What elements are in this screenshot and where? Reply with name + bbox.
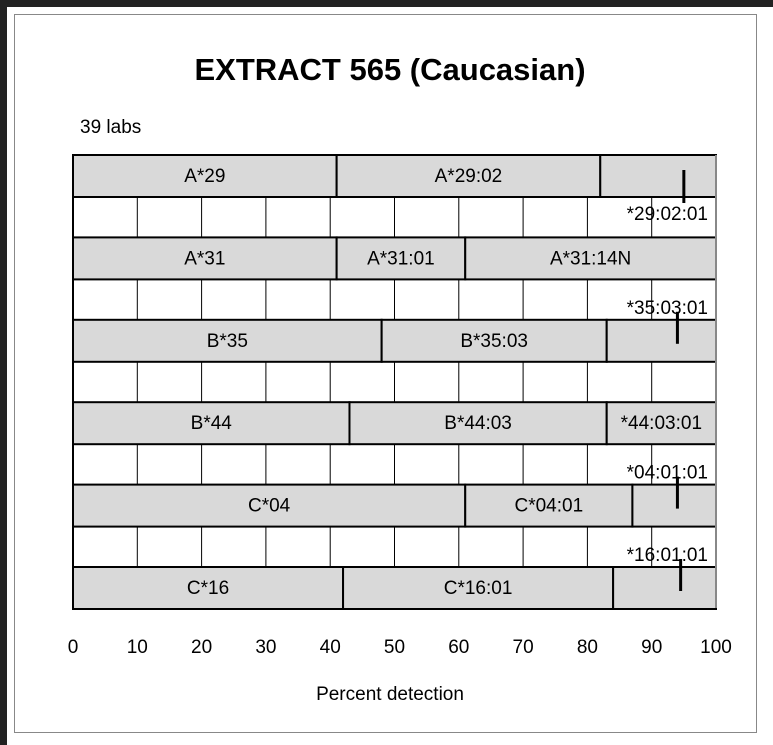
x-tick-label: 60 — [448, 637, 469, 658]
segment-label: *44:03:01 — [621, 413, 702, 434]
panel-border — [14, 14, 757, 733]
segment-label: *35:03:01 — [627, 298, 708, 319]
bar-segment — [342, 566, 615, 610]
bar-segment — [348, 401, 608, 446]
bar-segment — [464, 236, 718, 281]
bar-segment — [72, 566, 345, 610]
bar-segment — [335, 236, 467, 281]
segment-label: C*04 — [248, 496, 291, 517]
segment-label: *16:01:01 — [627, 545, 708, 566]
x-axis-label: Percent detection — [316, 684, 464, 705]
bar-segment — [612, 566, 717, 610]
segment-label: B*35 — [207, 331, 248, 352]
segment-label: B*35:03 — [460, 331, 528, 352]
bar-segment — [72, 401, 351, 446]
x-tick-label: 100 — [700, 637, 732, 658]
bar-segment — [605, 401, 717, 446]
frame-top — [0, 0, 773, 7]
segment-label: *29:02:01 — [627, 204, 708, 225]
x-tick-label: 20 — [191, 637, 212, 658]
x-tick-label: 10 — [127, 637, 148, 658]
subtitle: 39 labs — [80, 117, 141, 138]
x-tick-label: 80 — [577, 637, 598, 658]
segment-label: A*29:02 — [435, 166, 503, 187]
bar-segment — [72, 236, 338, 281]
frame-left — [0, 0, 7, 745]
bar-segment — [72, 318, 383, 363]
x-tick-label: 50 — [384, 637, 405, 658]
chart-title: EXTRACT 565 (Caucasian) — [194, 52, 585, 87]
segment-label: A*31 — [184, 248, 225, 269]
bar-segment — [631, 483, 717, 528]
x-tick-label: 70 — [513, 637, 534, 658]
segment-label: C*04:01 — [514, 496, 583, 517]
segment-label: B*44:03 — [444, 413, 512, 434]
x-tick-label: 30 — [255, 637, 276, 658]
segment-label: B*44 — [191, 413, 233, 434]
bar-segment — [605, 318, 717, 363]
segment-label: *04:01:01 — [627, 463, 708, 484]
segment-label: C*16:01 — [444, 578, 513, 599]
x-tick-label: 0 — [68, 637, 79, 658]
segment-label: C*16 — [187, 578, 229, 599]
bar-segment — [464, 483, 634, 528]
bar-segment — [72, 154, 338, 198]
segment-label: A*31:01 — [367, 248, 435, 269]
segment-label: A*31:14N — [550, 248, 631, 269]
x-tick-label: 90 — [641, 637, 662, 658]
bar-segment — [599, 154, 718, 198]
x-tick-label: 40 — [320, 637, 341, 658]
segment-label: A*29 — [184, 166, 225, 187]
